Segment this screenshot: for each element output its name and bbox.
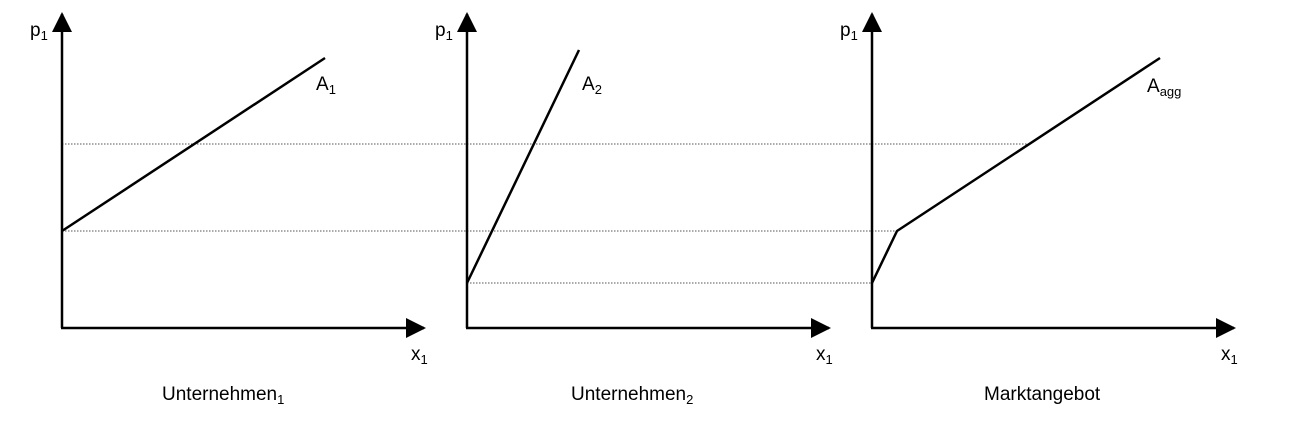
panel-caption: Unternehmen1 [162, 384, 284, 407]
curve-label: Aagg [1147, 76, 1181, 99]
y-axis-label: p1 [840, 20, 858, 43]
supply-curve-a2 [465, 49, 581, 284]
x-axis-label: x1 [411, 344, 428, 367]
x-axis-label: x1 [816, 344, 833, 367]
supply-curve-a1 [61, 56, 326, 233]
y-axis-label: p1 [435, 20, 453, 43]
panel-caption: Unternehmen2 [571, 384, 693, 407]
x-axis-label: x1 [1221, 344, 1238, 367]
panel-caption: Marktangebot [984, 384, 1101, 405]
y-axis-label: p1 [30, 20, 48, 43]
curve-label: A2 [582, 74, 602, 97]
curve-label: A1 [316, 74, 336, 97]
panel-unternehmen-2: p1 x1 A2 Unternehmen2 [435, 12, 833, 407]
panel-marktangebot: p1 x1 Aagg Marktangebot [840, 12, 1238, 405]
panel-unternehmen-1: p1 x1 A1 Unternehmen1 [30, 12, 428, 407]
supply-curve-aggregate [870, 56, 1161, 284]
